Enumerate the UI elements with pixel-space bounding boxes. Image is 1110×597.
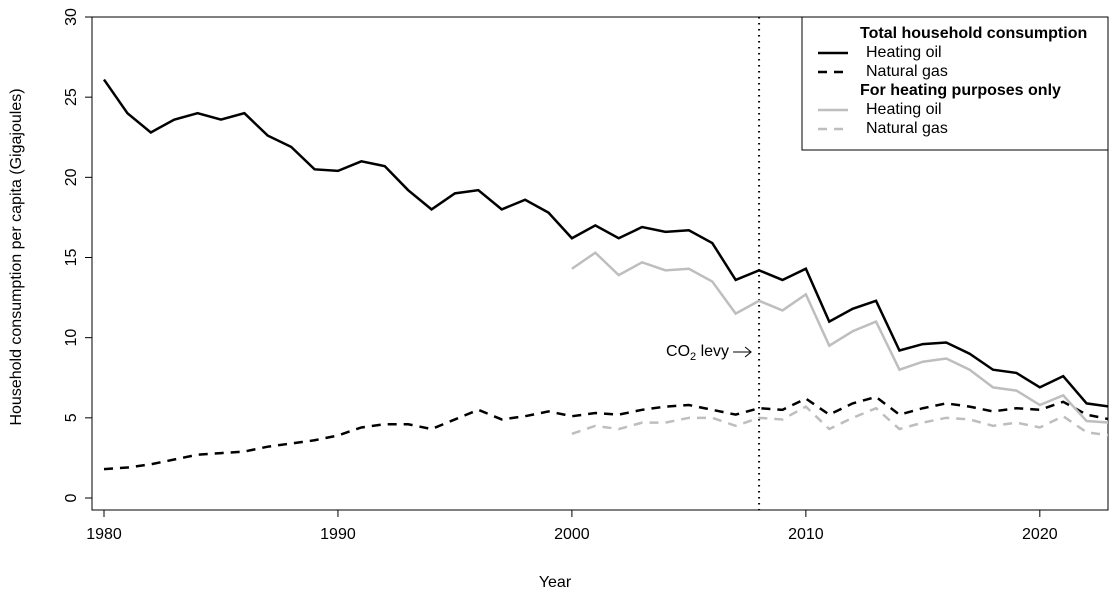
x-tick-label: 2020 bbox=[1022, 526, 1058, 543]
series-line bbox=[571, 251, 1108, 424]
x-axis-label: Year bbox=[539, 574, 572, 591]
y-tick-label: 15 bbox=[63, 249, 80, 267]
x-tick-label: 2010 bbox=[788, 526, 824, 543]
y-tick-label: 30 bbox=[63, 8, 80, 26]
y-tick-label: 25 bbox=[63, 88, 80, 106]
legend-group-title: Total household consumption bbox=[860, 25, 1087, 42]
y-tick-label: 10 bbox=[63, 329, 80, 347]
legend-label: Natural gas bbox=[866, 63, 948, 80]
legend-label: Heating oil bbox=[866, 44, 942, 61]
annotation-sub: 2 bbox=[690, 351, 696, 363]
y-axis-label: Household consumption per capita (Gigajo… bbox=[8, 88, 25, 425]
legend-box bbox=[801, 16, 1109, 151]
legend-label: Natural gas bbox=[866, 120, 948, 137]
x-tick-label: 2000 bbox=[554, 526, 590, 543]
annotation-part: CO bbox=[666, 343, 690, 360]
y-tick-label: 20 bbox=[63, 168, 80, 186]
legend-group-title: For heating purposes only bbox=[860, 82, 1061, 99]
annotation-label: CO2 levy bbox=[666, 343, 729, 363]
series-line bbox=[102, 78, 1108, 408]
series-line bbox=[571, 405, 1108, 437]
annotation-part: levy bbox=[696, 343, 729, 360]
annotation-arrow bbox=[733, 346, 752, 358]
y-tick-label: 0 bbox=[63, 493, 80, 502]
x-tick-label: 1990 bbox=[320, 526, 356, 543]
legend-label: Heating oil bbox=[866, 101, 942, 118]
y-tick-label: 5 bbox=[63, 413, 80, 422]
x-tick-label: 1980 bbox=[86, 526, 122, 543]
series-line bbox=[103, 395, 1108, 471]
